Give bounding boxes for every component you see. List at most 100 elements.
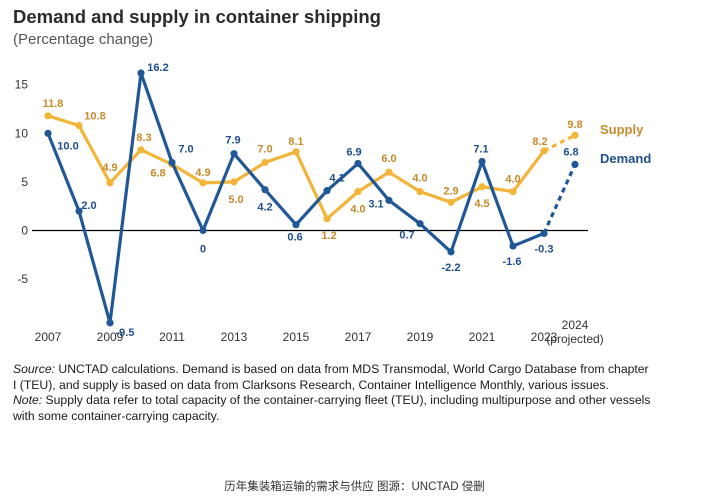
demand-data-label: 0 <box>200 244 206 256</box>
demand-data-label: 2.0 <box>81 200 96 212</box>
demand-data-label: 0.7 <box>399 230 414 242</box>
demand-data-label: 7.1 <box>473 143 488 155</box>
demand-point <box>230 150 238 158</box>
source-text: UNCTAD calculations. Demand is based on … <box>13 362 649 392</box>
demand-data-label: 7.9 <box>225 135 240 147</box>
y-tick-label: 0 <box>21 224 28 238</box>
x-tick-label: 2013 <box>221 330 248 344</box>
line-chart: 15 10 5 0 -5 2007 2009 2011 2013 2015 2017 2019 2021… <box>15 62 652 346</box>
supply-point <box>540 147 548 155</box>
x-tick-label: 2024 <box>562 318 589 332</box>
demand-data-label: 4.1 <box>329 173 344 185</box>
demand-data-label: 6.9 <box>346 146 361 158</box>
supply-point <box>478 183 486 191</box>
supply-point <box>509 188 517 196</box>
source-label: Source: <box>13 362 56 376</box>
supply-data-label: 4.0 <box>412 173 427 185</box>
demand-point <box>323 187 331 195</box>
supply-data-label: 8.2 <box>532 136 547 148</box>
demand-point <box>292 221 300 229</box>
supply-data-label: 6.0 <box>381 153 396 165</box>
demand-point <box>478 157 486 166</box>
y-tick-label: 5 <box>21 175 28 189</box>
demand-point <box>571 160 579 169</box>
demand-projected-line <box>542 163 577 235</box>
y-tick-label: 15 <box>15 78 29 92</box>
demand-data-label: -9.5 <box>116 327 135 339</box>
note-line: Note: Supply data refer to total capacit… <box>13 393 653 424</box>
supply-data-label: 4.9 <box>195 167 210 179</box>
supply-data-label: 4.0 <box>350 204 365 216</box>
demand-data-label: 0.6 <box>287 232 302 244</box>
supply-point <box>261 158 269 167</box>
y-tick-label: -5 <box>17 272 28 286</box>
demand-point <box>447 248 455 256</box>
x-tick-label: 2019 <box>407 330 434 344</box>
supply-data-label: 2.9 <box>443 185 458 197</box>
demand-point <box>385 196 393 204</box>
demand-point <box>106 319 114 327</box>
image-caption: 历年集装箱运输的需求与供应 图源：UNCTAD 侵删 <box>224 481 485 493</box>
legend-supply: Supply <box>600 122 644 137</box>
supply-data-label: 4.9 <box>102 162 117 174</box>
x-tick-label: (projected) <box>546 332 603 346</box>
demand-point <box>540 229 548 238</box>
chart-title: Demand and supply in container shipping <box>13 6 381 27</box>
supply-point <box>571 131 579 139</box>
demand-data-label: -0.3 <box>535 243 554 255</box>
demand-data-label: -1.6 <box>503 256 522 268</box>
demand-point <box>137 69 145 77</box>
demand-data-label: 16.2 <box>147 62 168 74</box>
supply-projected-line <box>543 133 576 153</box>
demand-point <box>44 129 52 137</box>
source-note: Source: UNCTAD calculations. Demand is b… <box>13 362 653 393</box>
supply-data-label: 8.3 <box>136 132 151 144</box>
supply-point <box>137 146 145 154</box>
chart-notes: Source: UNCTAD calculations. Demand is b… <box>13 362 653 424</box>
supply-point <box>292 148 300 156</box>
supply-line <box>47 114 546 221</box>
supply-data-label: 6.8 <box>150 167 165 179</box>
demand-point <box>354 159 362 168</box>
supply-point <box>416 188 424 196</box>
supply-point <box>385 168 393 176</box>
supply-data-label: 8.1 <box>288 136 303 148</box>
demand-point <box>509 242 517 250</box>
supply-point <box>75 121 83 130</box>
x-tick-label: 2015 <box>283 330 310 344</box>
x-tick-label: 2011 <box>159 330 185 344</box>
demand-data-label: 10.0 <box>57 140 78 152</box>
supply-point <box>354 188 362 196</box>
supply-data-label: 4.5 <box>474 198 489 210</box>
x-tick-label: 2021 <box>469 330 496 344</box>
supply-point <box>447 198 455 206</box>
supply-point <box>44 112 52 120</box>
x-tick-label: 2017 <box>345 330 372 344</box>
supply-data-label: 9.8 <box>567 119 582 131</box>
x-tick-label: 2007 <box>35 330 62 344</box>
chart-subtitle: (Percentage change) <box>13 31 154 48</box>
x-tick-label: 2009 <box>97 330 124 344</box>
demand-point <box>416 220 424 228</box>
supply-data-label: 7.0 <box>257 143 272 155</box>
supply-data-label: 1.2 <box>321 230 336 242</box>
supply-point <box>323 215 331 223</box>
supply-data-label: 10.8 <box>84 111 105 123</box>
demand-data-label: 7.0 <box>178 143 193 155</box>
demand-data-label: 4.2 <box>257 202 272 214</box>
demand-point <box>199 226 207 235</box>
demand-data-label: -2.2 <box>442 262 461 274</box>
supply-data-label: 5.0 <box>228 194 243 206</box>
demand-point <box>261 186 269 194</box>
supply-point <box>230 178 238 186</box>
supply-point <box>106 179 114 187</box>
supply-data-label: 11.8 <box>43 98 64 110</box>
note-text: Supply data refer to total capacity of t… <box>13 393 651 423</box>
demand-line <box>46 71 545 325</box>
x-tick-label: 2023 <box>531 330 558 344</box>
note-label: Note: <box>13 393 43 408</box>
demand-data-label: 6.8 <box>563 146 578 158</box>
y-tick-label: 10 <box>15 126 29 140</box>
demand-point <box>75 207 83 215</box>
supply-data-label: 4.0 <box>505 174 520 186</box>
